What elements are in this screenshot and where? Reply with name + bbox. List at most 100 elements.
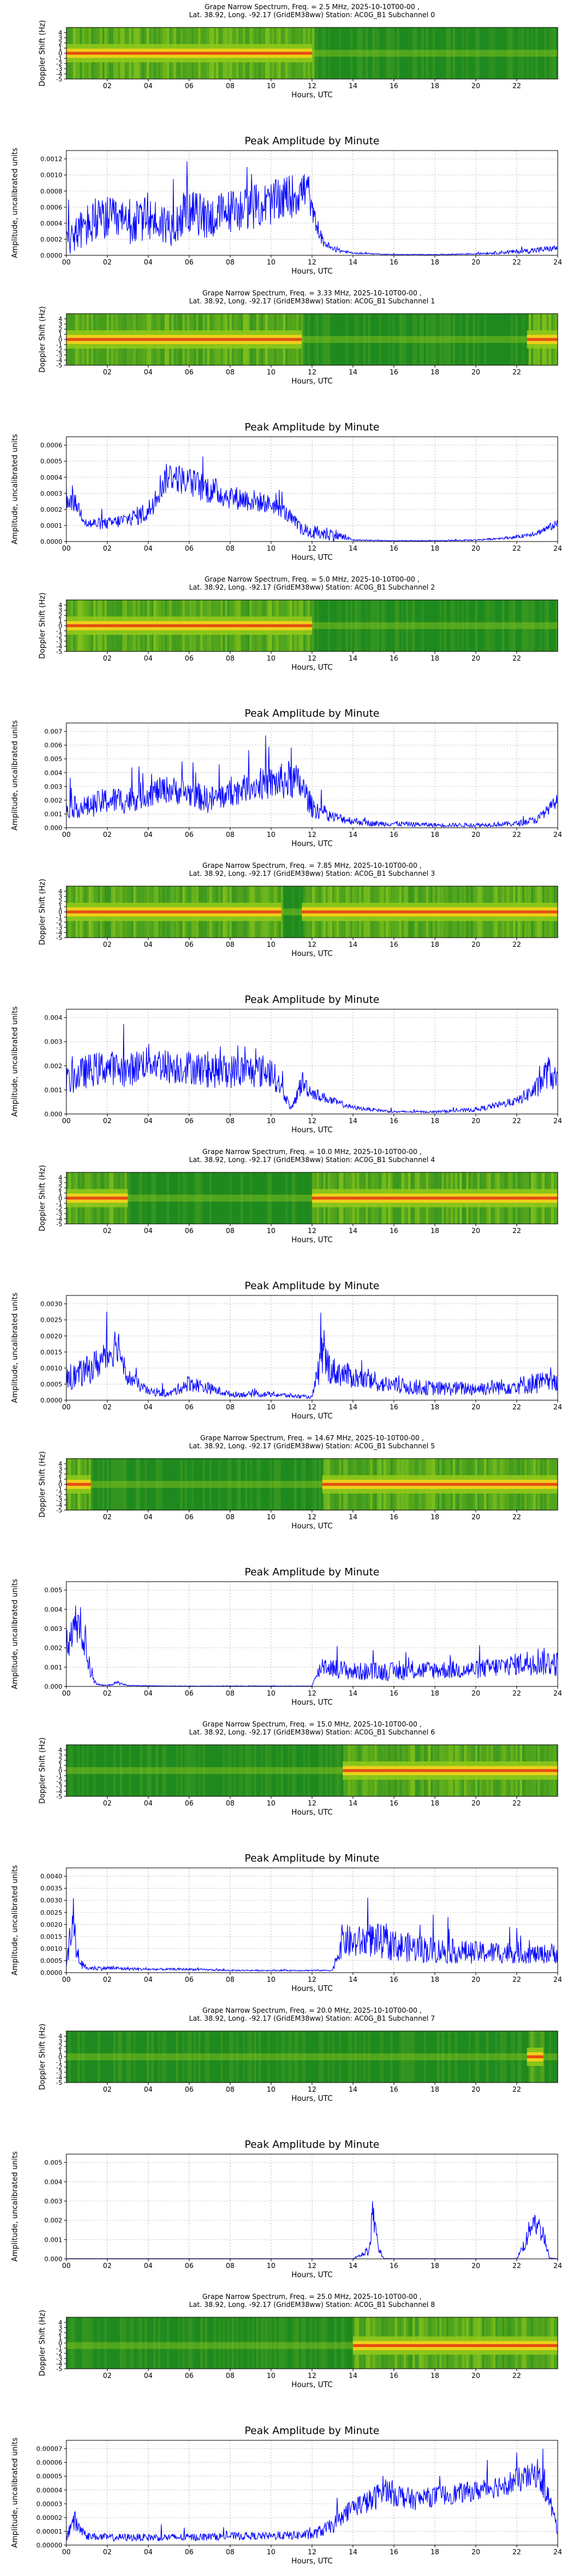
spectrogram-column — [289, 1459, 292, 1510]
spectrogram-column — [292, 1172, 295, 1224]
spectrogram-column — [252, 1172, 255, 1224]
spectrogram-column — [269, 1172, 272, 1224]
spectrogram-column — [254, 1745, 257, 1796]
spectrogram-column — [211, 1172, 214, 1224]
spectrogram-column — [395, 314, 398, 365]
spectrogram-column — [421, 600, 424, 651]
spectrogram-column — [209, 1459, 212, 1510]
spectrogram-column — [120, 2317, 123, 2369]
y-tick-label: 0.0030 — [41, 1897, 63, 1905]
spectrogram-column — [178, 1172, 181, 1224]
y-tick-label: 0.0020 — [41, 1333, 63, 1340]
spectrogram-column — [509, 314, 511, 365]
spectrogram-column — [231, 2317, 235, 2369]
spectrogram-column — [399, 2031, 402, 2083]
spectrogram-column — [166, 2031, 170, 2083]
x-tick-label: 08 — [226, 2372, 235, 2380]
spectrogram-column — [432, 600, 435, 651]
spectrogram-column — [137, 2317, 141, 2369]
spectrogram-column — [225, 1745, 228, 1796]
spectrogram-column — [140, 2317, 143, 2369]
spectrogram-column — [309, 1459, 313, 1510]
spectrogram-column — [366, 314, 368, 365]
spectrogram-column — [178, 1745, 181, 1796]
spectrogram-column — [339, 1745, 341, 1796]
spectrogram-column — [227, 1172, 230, 1224]
spectrogram-column — [218, 2317, 221, 2369]
spectrogram-column — [182, 2031, 185, 2083]
y-tick-label: 0.00003 — [37, 2500, 63, 2508]
spectrogram-column — [419, 27, 422, 79]
x-tick-label: 06 — [185, 941, 193, 949]
x-tick-label: 06 — [185, 544, 193, 552]
y-tick-label: 0.00001 — [37, 2528, 63, 2535]
spectrogram-column — [448, 2031, 451, 2083]
spectrogram-column — [479, 27, 482, 79]
x-tick-label: 06 — [185, 2085, 193, 2093]
x-tick-label: 06 — [185, 2262, 193, 2270]
spectrogram-column — [390, 2031, 393, 2083]
spectrogram-column — [537, 600, 541, 651]
plot-frame — [66, 2440, 558, 2546]
spectrogram-column — [486, 600, 489, 651]
spectrogram-column — [455, 2031, 458, 2083]
spectrogram-column — [280, 1745, 284, 1796]
y-tick-label: -1 — [56, 914, 62, 921]
x-tick-label: 12 — [308, 1976, 316, 1984]
spectrogram-column — [379, 600, 382, 651]
y-axis-label: Doppler Shift (Hz) — [38, 20, 47, 86]
x-tick-label: 16 — [390, 654, 398, 662]
spectrogram-column — [260, 2317, 264, 2369]
spectrogram-column — [258, 2317, 261, 2369]
spectrogram-column — [457, 314, 460, 365]
spectrogram-column — [186, 1459, 190, 1510]
spectrogram-column — [111, 2031, 114, 2083]
spectrogram-column — [307, 1745, 311, 1796]
x-tick-label: 08 — [226, 941, 235, 949]
y-tick-label: -2 — [56, 60, 62, 68]
spectrogram-column — [247, 2031, 250, 2083]
spectrogram-column — [341, 2317, 344, 2369]
y-tick-label: 2 — [58, 326, 62, 333]
x-tick-label: 16 — [390, 544, 398, 552]
spectrogram-column — [531, 27, 534, 79]
spectrogram-column — [439, 600, 442, 651]
y-tick-label: 0.000 — [45, 1683, 63, 1690]
spectrogram-column — [102, 1745, 105, 1796]
spectrogram-column — [327, 2031, 331, 2083]
spectrogram-column — [345, 2031, 348, 2083]
spectrogram-column — [278, 1745, 281, 1796]
spectrogram-peak-line — [66, 52, 312, 55]
spectrogram-column — [368, 27, 371, 79]
spectrogram-column — [410, 27, 413, 79]
spectrogram-column — [267, 2317, 270, 2369]
x-tick-label: 12 — [308, 368, 316, 376]
x-tick-label: 24 — [553, 831, 562, 839]
spectrogram-column — [160, 1172, 163, 1224]
spectrogram-column — [555, 27, 558, 79]
spectrogram-column — [218, 1745, 221, 1796]
spectrogram-column — [392, 314, 395, 365]
spectrogram-column — [553, 2031, 556, 2083]
y-tick-label: -1 — [56, 1200, 62, 1207]
spectrogram-column — [86, 2317, 89, 2369]
y-tick-label: 0.00004 — [37, 2487, 63, 2494]
spectrogram-column — [164, 1172, 168, 1224]
spectrogram-column — [158, 2317, 161, 2369]
spectrogram-column — [287, 1459, 291, 1510]
y-tick-label: 3 — [58, 607, 62, 614]
line-chart-title: Peak Amplitude by Minute — [245, 1280, 380, 1292]
spectrogram-column — [327, 600, 331, 651]
x-tick-label: 24 — [553, 2548, 562, 2556]
x-tick-label: 20 — [471, 1117, 480, 1125]
spectrogram-column — [146, 1745, 150, 1796]
spectrogram-column — [439, 314, 442, 365]
spectrogram-column — [115, 2317, 118, 2369]
spectrogram-column — [252, 1459, 255, 1510]
spectrogram-column — [156, 2031, 158, 2083]
spectrogram-column — [403, 2031, 407, 2083]
spectrogram-column — [238, 2031, 241, 2083]
x-tick-label: 12 — [308, 82, 316, 90]
spectrogram-column — [243, 1172, 245, 1224]
spectrogram-column — [171, 1745, 174, 1796]
